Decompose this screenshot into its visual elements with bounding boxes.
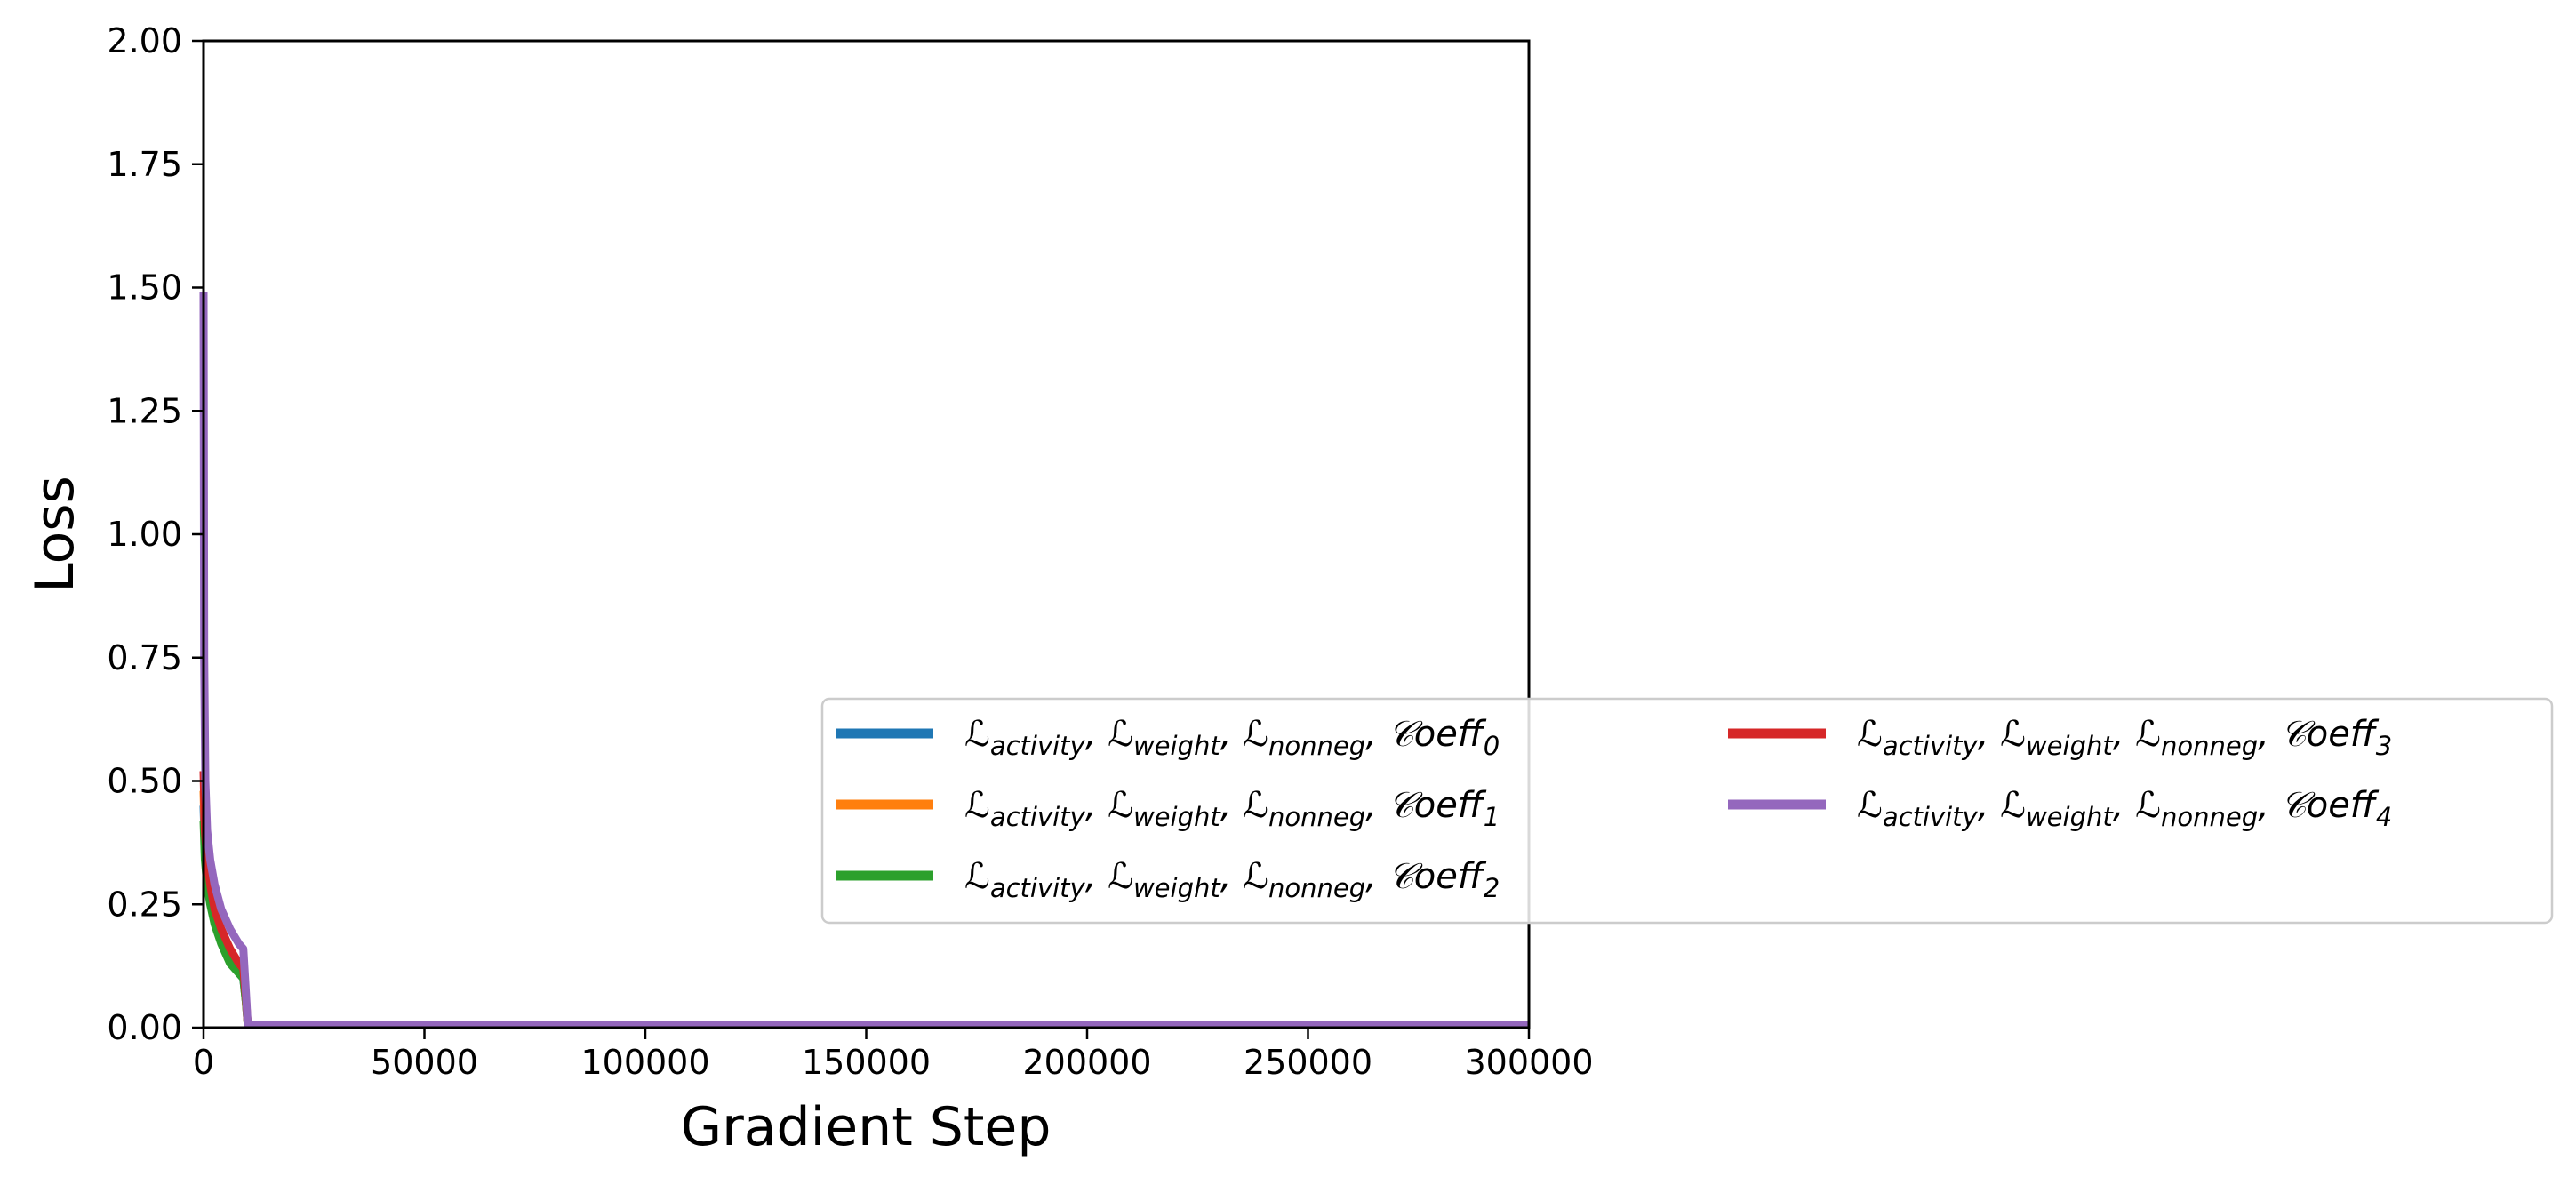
y-tick-label: 1.25	[107, 391, 182, 430]
y-tick-label: 0.75	[107, 638, 182, 677]
legend-label-1: ℒactivity, ℒweight, ℒnonneg, 𝒞oeff1	[964, 785, 1500, 832]
x-tick-label: 200000	[1022, 1043, 1151, 1082]
series-line-4	[199, 292, 1529, 1029]
y-tick-label: 1.75	[107, 145, 182, 184]
x-axis-ticks: 0 50000 100000 150000 200000 250000 300000	[193, 1028, 1594, 1082]
y-tick-label: 2.00	[107, 21, 182, 60]
x-tick-label: 250000	[1244, 1043, 1372, 1082]
y-axis-ticks: 0.00 0.25 0.50 0.75 1.00 1.25 1.50 1.75 2.00	[107, 21, 204, 1047]
x-tick-label: 100000	[580, 1043, 709, 1082]
x-tick-label: 300000	[1464, 1043, 1593, 1082]
y-tick-label: 1.00	[107, 515, 182, 554]
x-tick-label: 150000	[802, 1043, 931, 1082]
y-tick-label: 0.00	[107, 1008, 182, 1047]
legend-frame	[820, 697, 2554, 925]
y-tick-label: 0.25	[107, 885, 182, 924]
legend: ℒactivity, ℒweight, ℒnonneg, 𝒞oeff0 ℒacti…	[820, 697, 2554, 925]
legend-label-0: ℒactivity, ℒweight, ℒnonneg, 𝒞oeff0	[964, 714, 1500, 761]
plot-lines	[199, 292, 1529, 1029]
y-axis-title: Loss	[24, 476, 86, 593]
x-tick-label: 50000	[371, 1043, 478, 1082]
x-axis-title: Gradient Step	[681, 1096, 1052, 1158]
y-tick-label: 1.50	[107, 268, 182, 308]
x-tick-label: 0	[193, 1043, 214, 1082]
legend-label-4: ℒactivity, ℒweight, ℒnonneg, 𝒞oeff4	[1857, 785, 2392, 832]
y-tick-label: 0.50	[107, 762, 182, 801]
legend-label-2: ℒactivity, ℒweight, ℒnonneg, 𝒞oeff2	[964, 856, 1500, 903]
legend-label-3: ℒactivity, ℒweight, ℒnonneg, 𝒞oeff3	[1857, 714, 2392, 761]
